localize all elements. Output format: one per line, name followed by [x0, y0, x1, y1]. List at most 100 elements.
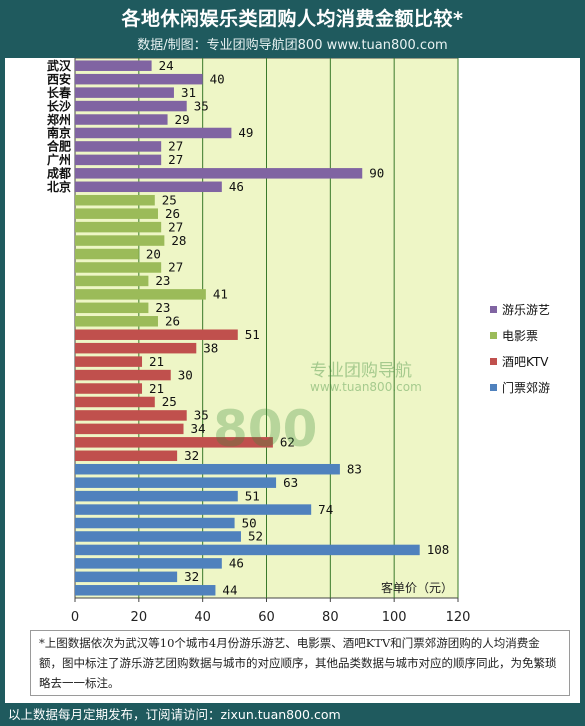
- data-label: 32: [184, 448, 199, 463]
- category-label: 武汉: [47, 58, 72, 73]
- data-label: 25: [162, 394, 177, 409]
- x-tick-label: 40: [194, 610, 211, 625]
- x-axis-title: 客单价（元）: [381, 580, 453, 595]
- data-label: 21: [149, 354, 164, 369]
- data-label: 35: [194, 408, 209, 423]
- data-label: 52: [248, 529, 263, 544]
- bar: [75, 168, 363, 179]
- bar: [75, 410, 187, 421]
- bar: [75, 181, 222, 193]
- bar: [75, 127, 232, 139]
- data-label: 23: [155, 300, 170, 315]
- data-label: 44: [222, 583, 237, 598]
- bar: [75, 383, 143, 394]
- bar: [75, 60, 152, 71]
- legend-swatch: [490, 357, 497, 365]
- bar: [75, 558, 222, 569]
- bar: [75, 490, 238, 502]
- category-label: 合肥: [47, 139, 71, 154]
- data-label: 74: [318, 502, 333, 517]
- bar: [75, 289, 206, 300]
- data-label: 46: [229, 556, 244, 571]
- data-label: 28: [171, 233, 186, 248]
- bar: [75, 342, 197, 354]
- chart-legend: 游乐游艺电影票酒吧KTV 门票郊游: [490, 296, 580, 400]
- bar: [75, 423, 184, 435]
- legend-item: 酒吧KTV: [490, 348, 580, 374]
- watermark-text: 专业团购导航: [310, 361, 412, 381]
- legend-item: 游乐游艺: [490, 296, 580, 322]
- data-label: 30: [178, 367, 193, 382]
- data-label: 25: [162, 192, 177, 207]
- x-tick-label: 20: [131, 610, 148, 625]
- watermark-url: www.tuan800.com: [310, 380, 422, 394]
- data-label: 38: [203, 340, 218, 355]
- bar: [75, 585, 216, 596]
- category-label: 成都: [47, 166, 71, 181]
- x-tick-label: 0: [71, 610, 79, 625]
- data-label: 24: [159, 58, 174, 73]
- data-label: 35: [194, 98, 209, 113]
- watermark-logo: 800: [213, 400, 318, 458]
- data-label: 50: [242, 515, 257, 530]
- chart-title: 各地休闲娱乐类团购人均消费金额比较*: [121, 8, 464, 30]
- bar: [75, 87, 174, 98]
- bar: [75, 437, 273, 448]
- data-label: 20: [146, 246, 161, 261]
- data-label: 51: [245, 327, 260, 342]
- category-label: 广州: [47, 152, 71, 167]
- bar: [75, 141, 162, 152]
- bar: [75, 517, 235, 529]
- bar: [75, 531, 241, 542]
- footer: 以上数据每月定期发布，订阅请访问：zixun.tuan800.com: [8, 707, 341, 722]
- bar: [75, 477, 277, 488]
- bar: [75, 369, 171, 381]
- bar: [75, 463, 340, 475]
- data-label: 31: [181, 85, 196, 100]
- data-label: 41: [213, 287, 228, 302]
- bar: [75, 194, 155, 206]
- data-label: 49: [238, 125, 253, 140]
- bar: [75, 262, 162, 273]
- bar: [75, 450, 178, 462]
- x-tick-label: 120: [446, 610, 471, 625]
- legend-label: 电影票: [502, 328, 539, 343]
- bar: [75, 302, 149, 314]
- category-label: 南京: [47, 125, 71, 140]
- bar: [75, 504, 312, 515]
- bar: [75, 154, 162, 166]
- bar: [75, 356, 143, 367]
- data-label: 51: [245, 488, 260, 503]
- data-label: 90: [369, 166, 384, 181]
- data-label: 26: [165, 314, 180, 329]
- data-label: 27: [168, 260, 183, 275]
- x-tick-label: 80: [322, 610, 339, 625]
- legend-item: 电影票: [490, 322, 580, 348]
- legend-item: 门票郊游: [490, 374, 580, 400]
- data-label: 63: [283, 475, 298, 490]
- category-label: 北京: [47, 179, 71, 194]
- bar: [75, 316, 158, 327]
- bar: [75, 329, 238, 340]
- legend-swatch: [490, 331, 497, 339]
- bar: [75, 248, 139, 260]
- bar: [75, 235, 165, 246]
- data-label: 83: [347, 461, 362, 476]
- footnote: *上图数据依次为武汉等10个城市4月份游乐游艺、电影票、酒吧KTV和门票郊游团购…: [30, 630, 570, 696]
- data-label: 108: [427, 542, 450, 557]
- bar: [75, 275, 149, 287]
- legend-swatch: [490, 383, 497, 391]
- bar: [75, 571, 178, 583]
- data-label: 62: [280, 435, 295, 450]
- x-tick-label: 60: [258, 610, 275, 625]
- data-label: 27: [168, 152, 183, 167]
- bar: [75, 221, 162, 233]
- legend-label: 游乐游艺: [502, 302, 551, 317]
- bar: [75, 396, 155, 408]
- data-label: 34: [191, 421, 206, 436]
- legend-swatch: [490, 305, 497, 313]
- header: 各地休闲娱乐类团购人均消费金额比较* 数据/制图：专业团购导航团800 www.…: [0, 0, 585, 58]
- data-label: 46: [229, 179, 244, 194]
- category-label: 长沙: [47, 98, 71, 113]
- data-label: 21: [149, 381, 164, 396]
